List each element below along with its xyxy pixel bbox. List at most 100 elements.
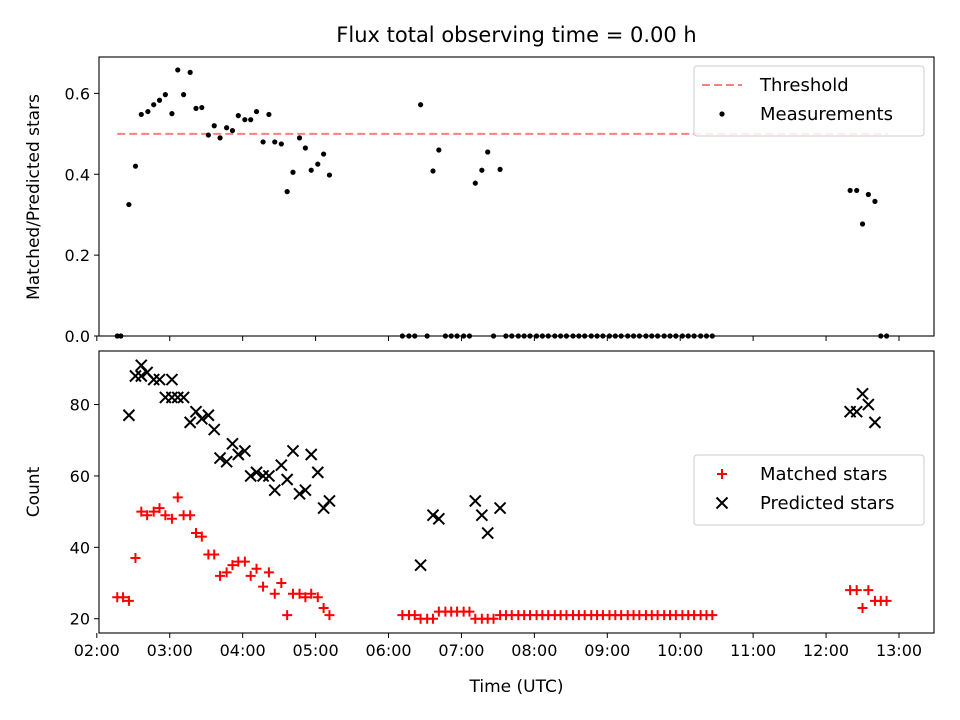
measurement-point <box>199 104 205 111</box>
measurement-point <box>253 108 260 115</box>
ratio-legend: Threshold Measurements <box>693 65 925 137</box>
matched-star-point <box>190 528 201 539</box>
counts-legend-frame <box>693 454 925 526</box>
measurement-point <box>865 191 871 198</box>
matched-star-point <box>269 588 280 599</box>
measurement-point <box>266 111 272 118</box>
counts-y-tick-label: 40 <box>70 538 90 557</box>
predicted-star-point <box>469 494 482 508</box>
measurement-point <box>145 108 151 115</box>
matched-star-point <box>123 595 134 606</box>
counts-y-tick: 20 <box>70 610 99 629</box>
measurement-point <box>272 139 278 145</box>
legend-predicted-swatch <box>715 496 729 510</box>
predicted-star-point <box>299 484 312 497</box>
legend-label: Measurements <box>760 104 893 125</box>
legend-label: Predicted stars <box>760 493 894 514</box>
ratio-y-tick-label: 0.0 <box>65 327 90 346</box>
x-tick-label: 04:00 <box>220 641 266 660</box>
measurement-point <box>187 69 193 75</box>
matched-star-point <box>409 610 420 621</box>
measurement-point <box>847 187 853 194</box>
matched-star-point <box>118 592 129 603</box>
predicted-star-point <box>165 391 179 404</box>
measurement-point <box>290 169 296 175</box>
matched-star-point <box>215 570 226 581</box>
predicted-star-point <box>250 466 263 479</box>
predicted-star-point <box>323 494 336 508</box>
predicted-star-point <box>414 558 427 572</box>
predicted-star-point <box>129 369 142 383</box>
x-tick-label: 09:00 <box>584 641 630 660</box>
counts-marks <box>112 359 892 624</box>
measurement-point <box>278 141 284 147</box>
counts-y-axis-label: Count <box>24 466 44 517</box>
matched-star-point <box>428 613 438 624</box>
measurement-point <box>260 139 266 145</box>
matched-star-point <box>239 556 250 567</box>
predicted-star-point <box>153 373 166 386</box>
counts-y-tick: 80 <box>70 396 99 415</box>
measurement-point <box>211 123 217 129</box>
x-tick-label: 10:00 <box>657 641 703 660</box>
measurement-point <box>126 201 132 208</box>
matched-star-point <box>324 610 335 621</box>
matched-star-point <box>294 588 305 599</box>
measurement-point <box>224 125 230 131</box>
counts-x-tick: 08:00 <box>511 633 557 660</box>
measurement-point <box>854 187 860 194</box>
measurement-point <box>296 135 303 141</box>
measurement-point <box>217 135 223 141</box>
counts-x-tick: 04:00 <box>220 633 266 660</box>
measurement-point <box>151 102 157 108</box>
matched-star-point <box>881 595 892 606</box>
measurement-point <box>859 221 866 227</box>
measurement-point <box>162 92 168 98</box>
predicted-star-point <box>475 508 489 522</box>
matched-star-point <box>245 570 256 581</box>
legend-label: Matched stars <box>760 464 887 485</box>
predicted-star-point <box>850 405 863 418</box>
predicted-star-point <box>275 459 288 472</box>
counts-x-tick: 07:00 <box>438 633 484 660</box>
ratio-y-tick: 0.6 <box>65 84 99 103</box>
measurement-point <box>497 166 503 173</box>
predicted-star-point <box>262 469 276 483</box>
matched-star-point <box>166 513 177 524</box>
counts-y-tick-label: 20 <box>70 610 90 629</box>
x-tick-label: 03:00 <box>147 641 193 660</box>
counts-x-tick: 05:00 <box>293 633 339 660</box>
measurement-point <box>242 117 248 123</box>
predicted-star-point <box>220 455 233 468</box>
counts-x-tick: 12:00 <box>803 633 849 660</box>
matched-star-point <box>707 610 718 621</box>
measurement-point <box>436 147 442 153</box>
counts-y-tick: 40 <box>70 538 99 557</box>
predicted-star-point <box>280 473 294 486</box>
predicted-star-point <box>195 412 209 426</box>
measurement-point <box>430 168 436 174</box>
measurement-point <box>326 172 333 178</box>
matched-star-point <box>464 606 475 617</box>
measurement-point <box>479 167 485 173</box>
matched-star-point <box>276 578 287 589</box>
matched-star-point <box>300 592 311 603</box>
ratio-y-tick: 0.2 <box>65 246 99 265</box>
x-tick-label: 12:00 <box>803 641 849 660</box>
ratio-y-axis-label: Matched/Predicted stars <box>24 94 44 300</box>
x-tick-label: 06:00 <box>365 641 411 660</box>
matched-star-point <box>312 592 323 603</box>
matched-star-point <box>251 563 262 574</box>
x-tick-label: 11:00 <box>730 641 776 660</box>
counts-y-tick-label: 60 <box>70 467 90 486</box>
measurement-point <box>169 111 175 117</box>
matched-star-point <box>196 531 207 542</box>
counts-x-tick: 09:00 <box>584 633 630 660</box>
predicted-star-point <box>202 409 215 422</box>
matched-star-point <box>154 503 165 514</box>
ratio-y-tick-label: 0.4 <box>65 165 90 184</box>
ratio-panel: 0.0 0.2 0.4 0.6 Matched/Predicted stars Thr… <box>24 56 935 346</box>
measurement-point <box>315 161 321 167</box>
predicted-star-point <box>122 409 136 422</box>
